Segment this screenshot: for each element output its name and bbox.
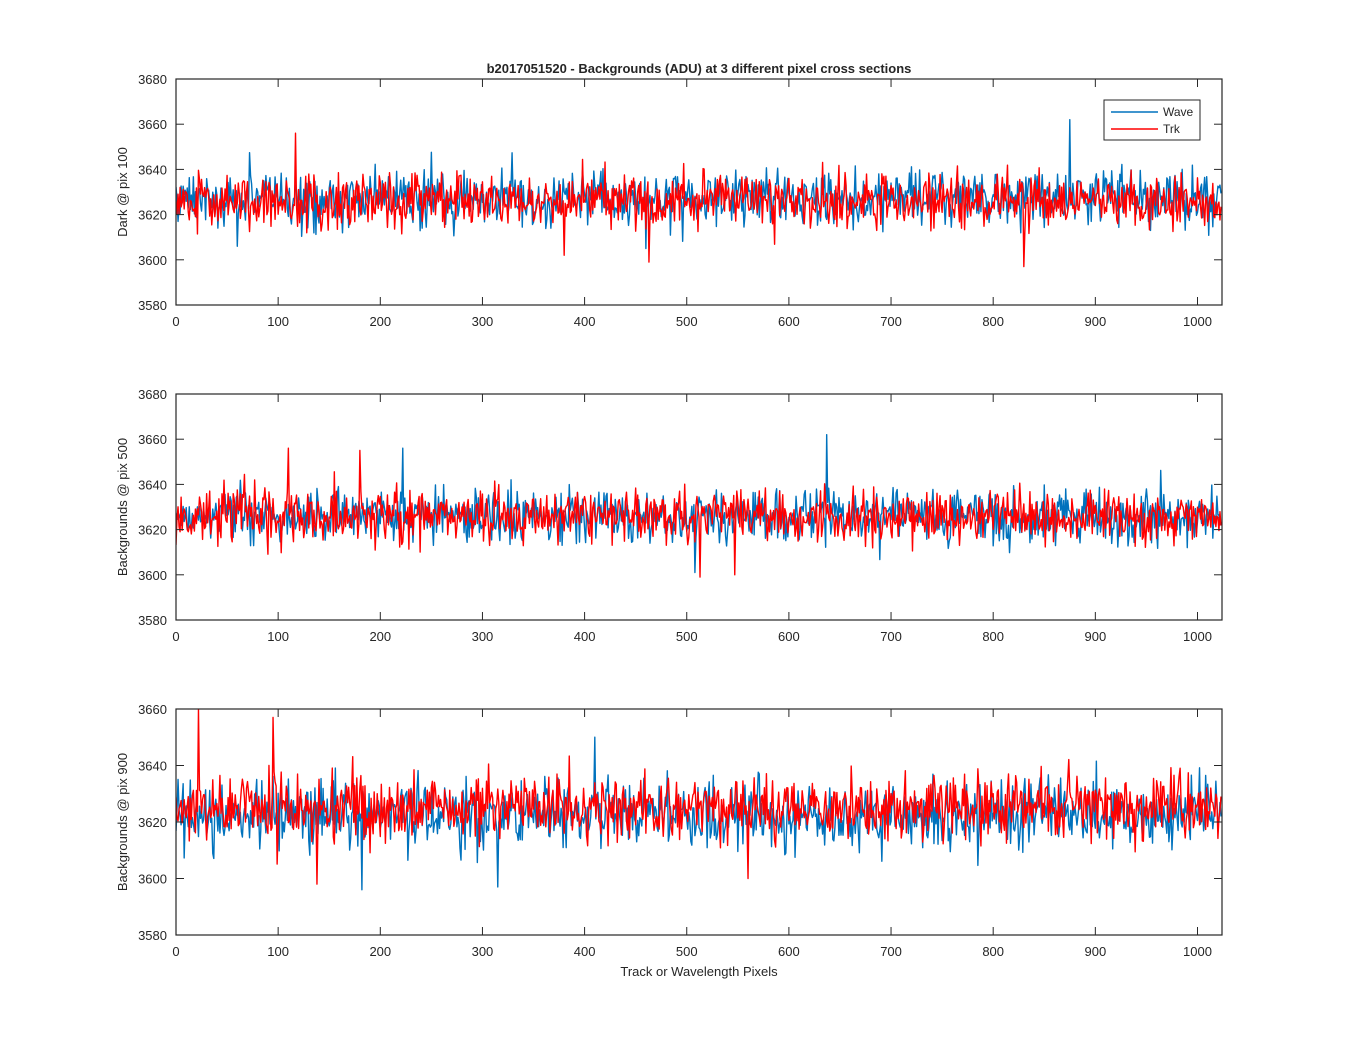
x-tick-label: 800 <box>982 314 1004 329</box>
y-axis-label: Backgrounds @ pix 500 <box>115 438 130 576</box>
x-tick-label: 500 <box>676 944 698 959</box>
figure-title: b2017051520 - Backgrounds (ADU) at 3 dif… <box>487 61 912 76</box>
series-line-trk <box>176 709 1222 885</box>
y-tick-label: 3640 <box>138 162 167 177</box>
legend-label-wave: Wave <box>1163 105 1194 119</box>
x-tick-label: 400 <box>574 944 596 959</box>
x-tick-label: 700 <box>880 629 902 644</box>
x-tick-label: 100 <box>267 944 289 959</box>
y-tick-label: 3640 <box>138 759 167 774</box>
y-tick-label: 3600 <box>138 253 167 268</box>
y-axis-label: Backgrounds @ pix 900 <box>115 753 130 891</box>
x-tick-label: 1000 <box>1183 629 1212 644</box>
x-tick-label: 300 <box>472 629 494 644</box>
x-tick-label: 0 <box>172 629 179 644</box>
legend: Wave Trk <box>1103 99 1201 141</box>
y-tick-label: 3680 <box>138 72 167 87</box>
x-tick-label: 600 <box>778 944 800 959</box>
plot-area <box>176 394 1222 620</box>
y-tick-label: 3660 <box>138 702 167 717</box>
x-tick-label: 100 <box>267 314 289 329</box>
y-tick-label: 3620 <box>138 523 167 538</box>
panel-backgrounds-pix-900: 0 100 200 300 400 500 600 700 800 900 1000 3580 3600… <box>115 702 1223 959</box>
x-tick-label: 800 <box>982 629 1004 644</box>
x-tick-label: 300 <box>472 314 494 329</box>
y-tick-label: 3640 <box>138 477 167 492</box>
y-tick-label: 3600 <box>138 568 167 583</box>
x-tick-label: 900 <box>1084 629 1106 644</box>
y-tick-label: 3580 <box>138 613 167 628</box>
x-tick-label: 600 <box>778 314 800 329</box>
x-tick-label: 900 <box>1084 314 1106 329</box>
x-tick-label: 1000 <box>1183 944 1212 959</box>
y-tick-label: 3580 <box>138 928 167 943</box>
y-tick-label: 3620 <box>138 815 167 830</box>
panel-dark-pix-100: 0 100 200 300 400 500 600 700 800 900 1000 3580 3600… <box>115 72 1223 329</box>
y-tick-label: 3660 <box>138 117 167 132</box>
y-axis-label: Dark @ pix 100 <box>115 147 130 237</box>
y-tick-label: 3620 <box>138 208 167 223</box>
x-tick-label: 800 <box>982 944 1004 959</box>
legend-box <box>1103 99 1201 141</box>
x-tick-label: 200 <box>369 944 391 959</box>
y-tick-label: 3600 <box>138 872 167 887</box>
y-tick-label: 3660 <box>138 432 167 447</box>
x-tick-label: 200 <box>369 314 391 329</box>
x-tick-label: 700 <box>880 944 902 959</box>
legend-label-trk: Trk <box>1163 122 1181 136</box>
x-tick-label: 400 <box>574 314 596 329</box>
x-tick-label: 200 <box>369 629 391 644</box>
series-line-trk <box>176 132 1222 268</box>
x-tick-label: 400 <box>574 629 596 644</box>
x-tick-label: 1000 <box>1183 314 1212 329</box>
x-tick-label: 600 <box>778 629 800 644</box>
y-tick-label: 3580 <box>138 298 167 313</box>
x-tick-label: 500 <box>676 629 698 644</box>
x-tick-label: 700 <box>880 314 902 329</box>
series-line-trk <box>176 447 1222 578</box>
y-tick-label: 3680 <box>138 387 167 402</box>
x-tick-label: 0 <box>172 314 179 329</box>
axes-frame <box>175 393 1223 621</box>
x-tick-label: 900 <box>1084 944 1106 959</box>
x-tick-label: 0 <box>172 944 179 959</box>
axes-frame <box>175 78 1223 306</box>
panel-backgrounds-pix-500: 0 100 200 300 400 500 600 700 800 900 1000 3580 3600… <box>115 387 1223 644</box>
x-tick-label: 300 <box>472 944 494 959</box>
x-tick-label: 100 <box>267 629 289 644</box>
x-tick-label: 500 <box>676 314 698 329</box>
x-axis-label: Track or Wavelength Pixels <box>620 964 778 979</box>
